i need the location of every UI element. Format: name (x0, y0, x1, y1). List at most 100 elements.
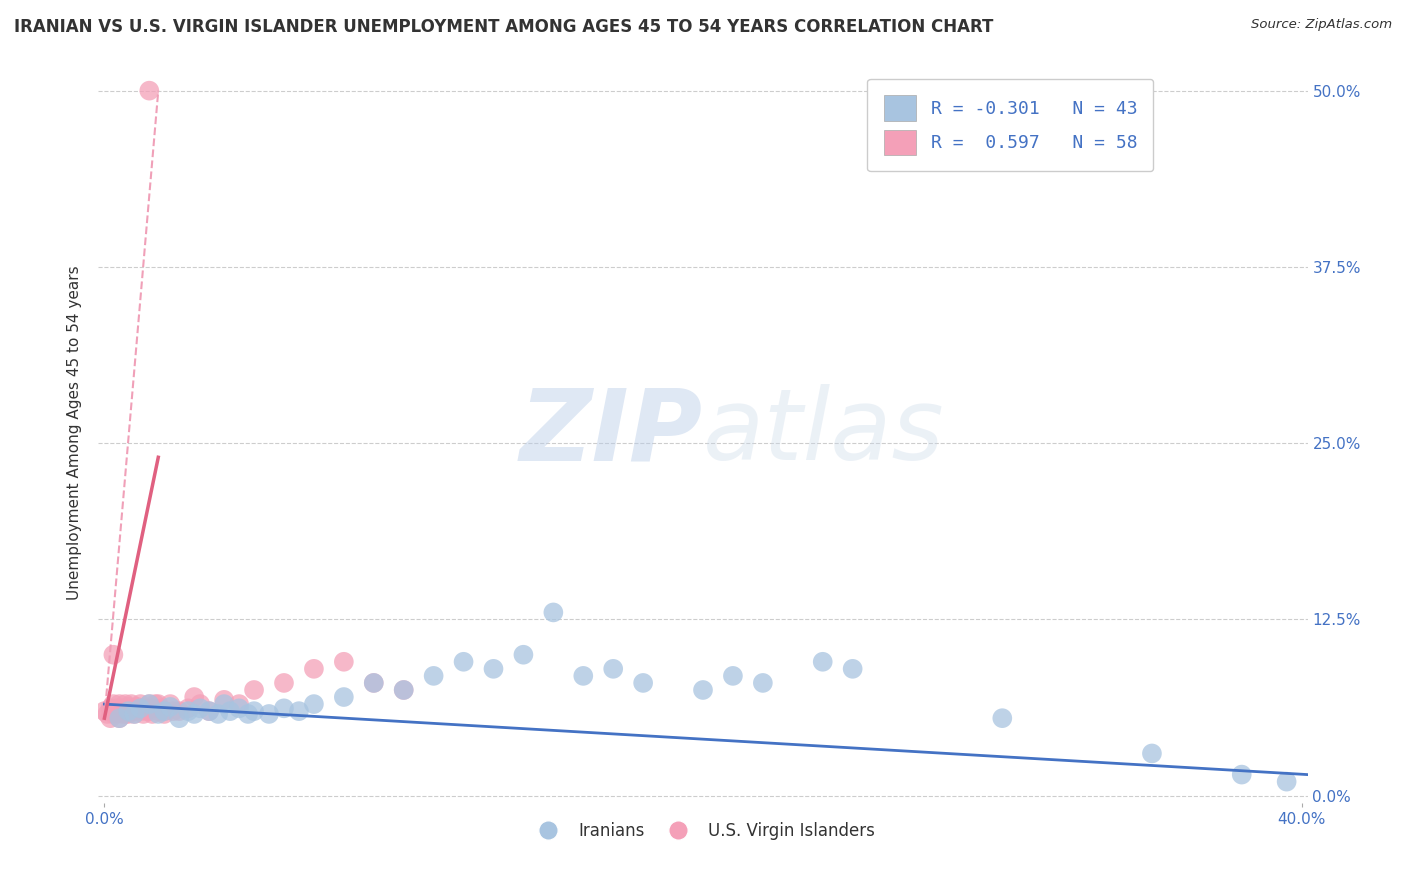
Point (162, 704, 184, 718)
Point (117, 706, 139, 721)
Point (124, 704, 146, 718)
Text: IRANIAN VS U.S. VIRGIN ISLANDER UNEMPLOYMENT AMONG AGES 45 TO 54 YEARS CORRELATI: IRANIAN VS U.S. VIRGIN ISLANDER UNEMPLOY… (14, 18, 994, 36)
Point (219, 704, 242, 718)
Point (333, 655, 356, 669)
Point (363, 676, 385, 690)
Point (100, 711, 122, 725)
Point (117, 704, 139, 718)
Point (288, 704, 311, 718)
Point (120, 697, 142, 711)
Point (811, 655, 834, 669)
Point (631, 676, 654, 690)
Point (138, 697, 160, 711)
Point (167, 711, 190, 725)
Point (422, 669, 444, 683)
Point (108, 697, 131, 711)
Point (108, 711, 131, 725)
Point (212, 693, 235, 707)
Point (103, 704, 125, 718)
Point (114, 706, 136, 721)
Point (1140, 747, 1163, 761)
Point (198, 704, 221, 718)
Point (148, 706, 170, 721)
Point (333, 690, 356, 704)
Point (482, 662, 505, 676)
Point (103, 697, 125, 711)
Point (159, 699, 181, 714)
Point (124, 701, 146, 715)
Point (117, 699, 139, 714)
Point (512, 648, 534, 662)
Legend: Iranians, U.S. Virgin Islanders: Iranians, U.S. Virgin Islanders (524, 815, 882, 847)
Point (273, 701, 295, 715)
Point (96, 706, 118, 721)
Point (602, 662, 624, 676)
Point (177, 701, 200, 715)
Point (108, 711, 131, 725)
Point (183, 706, 205, 721)
Point (183, 690, 205, 704)
Point (120, 704, 142, 718)
Point (105, 706, 128, 721)
Point (212, 697, 235, 711)
Text: ZIP: ZIP (520, 384, 703, 481)
Point (129, 704, 152, 718)
Point (129, 697, 152, 711)
Point (188, 701, 211, 715)
Point (302, 662, 325, 676)
Point (117, 704, 139, 718)
Point (167, 704, 190, 718)
Text: atlas: atlas (703, 384, 945, 481)
Point (392, 683, 415, 698)
Point (177, 704, 200, 718)
Point (105, 701, 128, 715)
Point (159, 697, 181, 711)
Point (198, 704, 221, 718)
Point (243, 683, 266, 698)
Point (302, 697, 325, 711)
Point (692, 683, 714, 698)
Point (138, 697, 160, 711)
Point (392, 683, 415, 698)
Point (93, 704, 115, 718)
Point (572, 669, 595, 683)
Point (100, 701, 122, 715)
Point (127, 699, 149, 714)
Point (143, 697, 166, 711)
Point (148, 704, 170, 718)
Y-axis label: Unemployment Among Ages 45 to 54 years: Unemployment Among Ages 45 to 54 years (67, 265, 83, 600)
Point (138, 84, 160, 98)
Point (841, 662, 863, 676)
Point (148, 697, 170, 711)
Point (453, 655, 475, 669)
Point (273, 676, 295, 690)
Point (243, 704, 266, 718)
Point (141, 706, 163, 721)
Point (150, 701, 173, 715)
Point (124, 706, 146, 721)
Point (236, 706, 259, 721)
Point (114, 697, 136, 711)
Point (991, 711, 1014, 725)
Point (132, 706, 155, 721)
Point (141, 701, 163, 715)
Point (1275, 774, 1298, 789)
Point (228, 697, 250, 711)
Point (103, 648, 125, 662)
Point (721, 669, 744, 683)
Point (188, 697, 211, 711)
Point (1230, 767, 1253, 781)
Point (111, 704, 134, 718)
Point (257, 706, 280, 721)
Point (138, 704, 160, 718)
Point (543, 606, 565, 620)
Point (153, 704, 176, 718)
Point (108, 704, 131, 718)
Point (124, 706, 146, 721)
Point (135, 704, 157, 718)
Point (228, 701, 250, 715)
Point (103, 706, 125, 721)
Text: Source: ZipAtlas.com: Source: ZipAtlas.com (1251, 18, 1392, 31)
Point (111, 706, 134, 721)
Point (129, 701, 152, 715)
